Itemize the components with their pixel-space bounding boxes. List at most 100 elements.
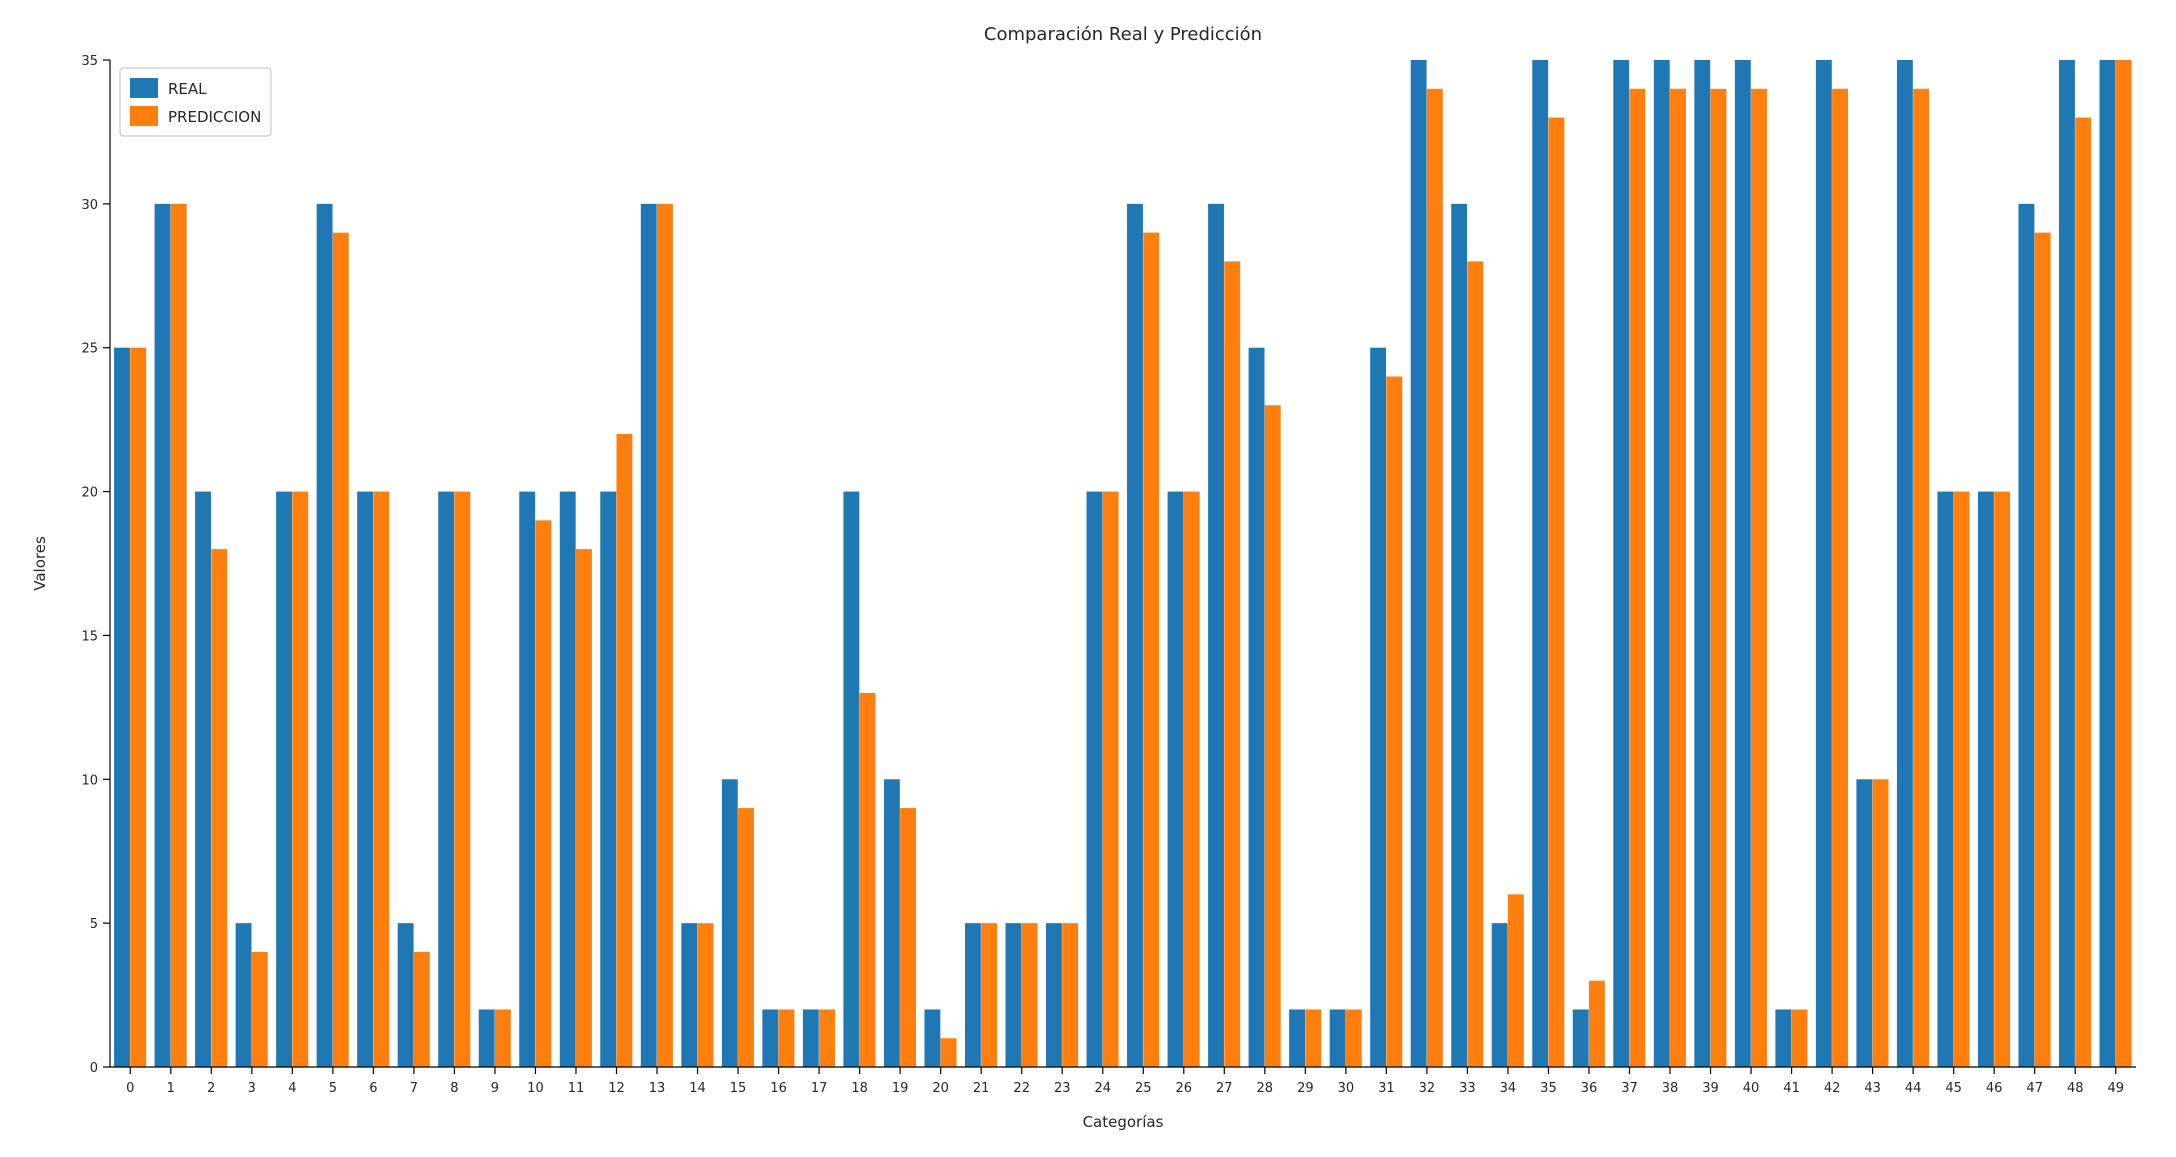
- bar-real: [2018, 204, 2034, 1067]
- y-tick-label: 10: [81, 773, 98, 788]
- bar-prediccion: [1832, 89, 1848, 1067]
- bar-prediccion: [2075, 118, 2091, 1067]
- x-tick-label: 36: [1581, 1081, 1598, 1096]
- x-tick-label: 46: [1986, 1081, 2003, 1096]
- bar-real: [641, 204, 657, 1067]
- x-tick-label: 24: [1094, 1081, 1111, 1096]
- x-tick-label: 11: [568, 1081, 585, 1096]
- bar-real: [803, 1009, 819, 1067]
- bar-prediccion: [657, 204, 673, 1067]
- bar-prediccion: [1143, 233, 1159, 1067]
- x-tick-label: 26: [1176, 1081, 1193, 1096]
- bar-real: [1411, 60, 1427, 1067]
- bar-real: [2059, 60, 2075, 1067]
- x-tick-label: 30: [1338, 1081, 1355, 1096]
- bar-prediccion: [1751, 89, 1767, 1067]
- bar-prediccion: [1548, 118, 1564, 1067]
- bar-real: [884, 779, 900, 1067]
- bar-real: [1005, 923, 1021, 1067]
- bar-real: [1775, 1009, 1791, 1067]
- x-tick-label: 39: [1702, 1081, 1719, 1096]
- x-tick-label: 7: [410, 1081, 418, 1096]
- x-tick-label: 34: [1500, 1081, 1517, 1096]
- x-tick-label: 8: [450, 1081, 458, 1096]
- bar-prediccion: [495, 1009, 511, 1067]
- x-tick-label: 16: [770, 1081, 787, 1096]
- x-tick-label: 40: [1743, 1081, 1760, 1096]
- bar-real: [1613, 60, 1629, 1067]
- bar-prediccion: [252, 952, 268, 1067]
- bar-real: [1856, 779, 1872, 1067]
- bar-real: [1289, 1009, 1305, 1067]
- bar-real: [398, 923, 414, 1067]
- x-tick-label: 13: [649, 1081, 666, 1096]
- x-tick-label: 31: [1378, 1081, 1395, 1096]
- bar-real: [236, 923, 252, 1067]
- bar-prediccion: [1386, 376, 1402, 1067]
- bar-real: [1816, 60, 1832, 1067]
- x-tick-label: 0: [126, 1081, 134, 1096]
- bar-prediccion: [211, 549, 227, 1067]
- bar-prediccion: [1103, 492, 1119, 1067]
- x-tick-label: 35: [1540, 1081, 1557, 1096]
- bar-real: [519, 492, 535, 1067]
- bar-real: [357, 492, 373, 1067]
- bar-prediccion: [1913, 89, 1929, 1067]
- bar-real: [1897, 60, 1913, 1067]
- bar-real: [1208, 204, 1224, 1067]
- x-tick-label: 25: [1135, 1081, 1152, 1096]
- bar-real: [1168, 492, 1184, 1067]
- y-tick-label: 15: [81, 629, 98, 644]
- x-tick-label: 49: [2107, 1081, 2124, 1096]
- bar-real: [1127, 204, 1143, 1067]
- bar-real: [1735, 60, 1751, 1067]
- bar-real: [1978, 492, 1994, 1067]
- x-tick-label: 28: [1257, 1081, 1274, 1096]
- x-tick-label: 33: [1459, 1081, 1476, 1096]
- x-tick-label: 22: [1013, 1081, 1030, 1096]
- x-tick-label: 23: [1054, 1081, 1071, 1096]
- bar-real: [762, 1009, 778, 1067]
- x-tick-label: 20: [932, 1081, 949, 1096]
- bar-prediccion: [941, 1038, 957, 1067]
- bar-prediccion: [414, 952, 430, 1067]
- bar-prediccion: [1873, 779, 1889, 1067]
- y-tick-label: 0: [90, 1061, 98, 1076]
- y-axis-label: Valores: [31, 536, 49, 591]
- x-tick-label: 19: [892, 1081, 909, 1096]
- y-tick-label: 30: [81, 198, 98, 213]
- bar-prediccion: [535, 520, 551, 1067]
- legend-swatch: [130, 106, 158, 126]
- bar-real: [1249, 348, 1265, 1067]
- bar-prediccion: [1994, 492, 2010, 1067]
- bar-real: [681, 923, 697, 1067]
- bar-real: [1573, 1009, 1589, 1067]
- x-tick-label: 37: [1621, 1081, 1638, 1096]
- bar-prediccion: [454, 492, 470, 1067]
- bar-real: [600, 492, 616, 1067]
- bar-real: [438, 492, 454, 1067]
- bar-real: [1532, 60, 1548, 1067]
- bar-prediccion: [860, 693, 876, 1067]
- x-tick-label: 9: [491, 1081, 499, 1096]
- bar-prediccion: [819, 1009, 835, 1067]
- bar-real: [479, 1009, 495, 1067]
- bar-prediccion: [981, 923, 997, 1067]
- x-tick-label: 48: [2067, 1081, 2084, 1096]
- bar-prediccion: [1346, 1009, 1362, 1067]
- x-tick-label: 44: [1905, 1081, 1922, 1096]
- x-axis-label: Categorías: [1083, 1113, 1164, 1131]
- bar-prediccion: [900, 808, 916, 1067]
- bar-prediccion: [576, 549, 592, 1067]
- bar-real: [1694, 60, 1710, 1067]
- bar-prediccion: [738, 808, 754, 1067]
- x-tick-label: 18: [851, 1081, 868, 1096]
- bar-prediccion: [2035, 233, 2051, 1067]
- bar-prediccion: [779, 1009, 795, 1067]
- y-tick-label: 25: [81, 342, 98, 357]
- bar-prediccion: [292, 492, 308, 1067]
- bar-real: [317, 204, 333, 1067]
- bar-prediccion: [1427, 89, 1443, 1067]
- bar-real: [843, 492, 859, 1067]
- x-tick-label: 43: [1864, 1081, 1881, 1096]
